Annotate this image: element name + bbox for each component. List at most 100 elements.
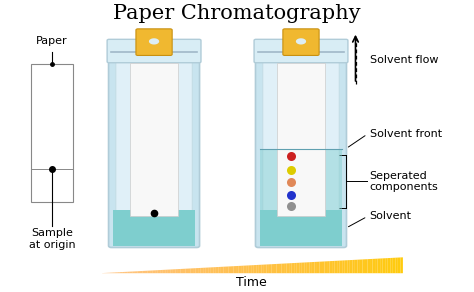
Polygon shape	[367, 259, 370, 273]
Polygon shape	[181, 269, 183, 273]
Polygon shape	[299, 263, 302, 273]
Polygon shape	[383, 258, 385, 273]
Polygon shape	[282, 264, 284, 273]
Polygon shape	[231, 266, 234, 273]
Polygon shape	[395, 258, 398, 273]
Polygon shape	[319, 262, 322, 273]
Polygon shape	[322, 261, 325, 273]
Polygon shape	[219, 267, 221, 273]
Polygon shape	[206, 267, 208, 273]
Polygon shape	[327, 261, 329, 273]
Polygon shape	[332, 261, 335, 273]
Polygon shape	[352, 260, 355, 273]
Polygon shape	[178, 269, 181, 273]
Wedge shape	[296, 38, 306, 44]
Polygon shape	[314, 262, 317, 273]
Polygon shape	[165, 270, 168, 273]
FancyBboxPatch shape	[136, 29, 172, 55]
Polygon shape	[350, 260, 352, 273]
Polygon shape	[325, 261, 327, 273]
Polygon shape	[276, 264, 279, 273]
Polygon shape	[266, 264, 269, 273]
Wedge shape	[144, 35, 164, 48]
Polygon shape	[388, 258, 390, 273]
Polygon shape	[221, 267, 223, 273]
Polygon shape	[128, 272, 130, 273]
Polygon shape	[223, 267, 226, 273]
Bar	[113, 210, 195, 246]
Polygon shape	[246, 265, 249, 273]
Polygon shape	[211, 267, 213, 273]
Polygon shape	[158, 270, 160, 273]
Polygon shape	[342, 260, 345, 273]
Polygon shape	[140, 271, 143, 273]
Polygon shape	[115, 272, 117, 273]
Polygon shape	[378, 258, 380, 273]
Polygon shape	[259, 265, 261, 273]
Polygon shape	[279, 264, 282, 273]
Polygon shape	[168, 270, 170, 273]
Polygon shape	[375, 259, 378, 273]
Polygon shape	[173, 269, 175, 273]
Polygon shape	[292, 263, 294, 273]
Polygon shape	[153, 270, 155, 273]
Polygon shape	[284, 263, 287, 273]
Polygon shape	[310, 262, 312, 273]
Bar	[260, 149, 342, 210]
Polygon shape	[357, 260, 360, 273]
Polygon shape	[345, 260, 347, 273]
Polygon shape	[287, 263, 289, 273]
Text: Sample
at origin: Sample at origin	[29, 228, 75, 250]
Polygon shape	[261, 265, 264, 273]
Polygon shape	[244, 265, 246, 273]
Polygon shape	[289, 263, 292, 273]
Wedge shape	[291, 35, 311, 48]
Polygon shape	[193, 268, 196, 273]
Polygon shape	[122, 272, 125, 273]
Polygon shape	[302, 263, 304, 273]
Polygon shape	[373, 259, 375, 273]
Polygon shape	[170, 270, 173, 273]
Polygon shape	[145, 271, 147, 273]
Polygon shape	[385, 258, 388, 273]
Text: Seperated
components: Seperated components	[370, 171, 438, 192]
FancyBboxPatch shape	[109, 42, 200, 248]
Polygon shape	[317, 262, 319, 273]
Text: Paper: Paper	[36, 36, 68, 46]
FancyBboxPatch shape	[116, 60, 192, 211]
Polygon shape	[236, 266, 238, 273]
Polygon shape	[137, 271, 140, 273]
Polygon shape	[191, 268, 193, 273]
Polygon shape	[183, 269, 185, 273]
FancyBboxPatch shape	[107, 39, 201, 63]
Bar	[31, 64, 73, 202]
Polygon shape	[340, 260, 342, 273]
Polygon shape	[238, 266, 241, 273]
Polygon shape	[272, 264, 274, 273]
Polygon shape	[208, 267, 211, 273]
Polygon shape	[201, 268, 203, 273]
FancyBboxPatch shape	[255, 42, 346, 248]
Polygon shape	[390, 258, 393, 273]
Polygon shape	[329, 261, 332, 273]
Polygon shape	[117, 272, 120, 273]
Polygon shape	[163, 270, 165, 273]
Polygon shape	[401, 257, 403, 273]
Polygon shape	[249, 265, 251, 273]
Polygon shape	[264, 265, 266, 273]
Polygon shape	[155, 270, 158, 273]
FancyBboxPatch shape	[263, 60, 339, 211]
Polygon shape	[175, 269, 178, 273]
Wedge shape	[149, 38, 159, 44]
Bar	[130, 63, 178, 216]
Polygon shape	[241, 266, 244, 273]
Polygon shape	[355, 260, 357, 273]
Polygon shape	[150, 270, 153, 273]
Polygon shape	[132, 271, 135, 273]
Polygon shape	[297, 263, 299, 273]
Text: Solvent: Solvent	[370, 211, 412, 221]
Polygon shape	[185, 269, 188, 273]
Polygon shape	[203, 268, 206, 273]
Polygon shape	[228, 266, 231, 273]
Polygon shape	[393, 258, 395, 273]
